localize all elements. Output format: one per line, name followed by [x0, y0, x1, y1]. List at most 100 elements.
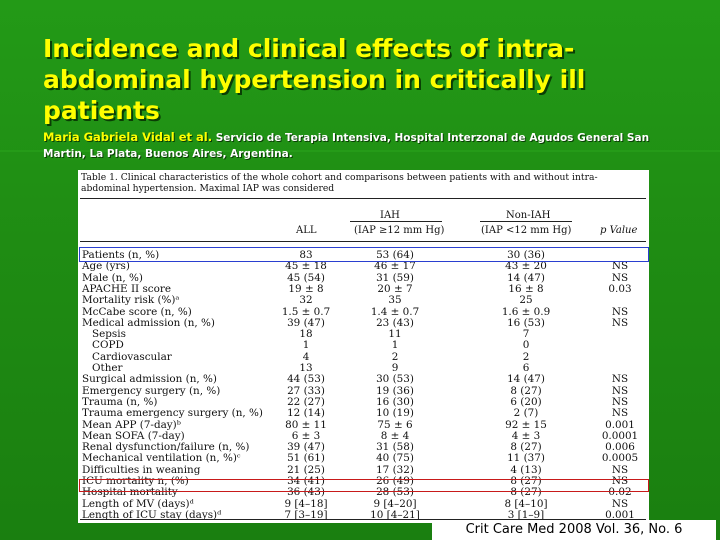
row-label: Trauma emergency surgery (n, %) [82, 407, 263, 420]
highlight-box-patients [79, 247, 649, 262]
cell-all: 12 (14) [287, 407, 325, 420]
table-caption: Table 1. Clinical characteristics of the… [81, 172, 598, 194]
cell-iah: 23 (43) [376, 316, 414, 329]
cell-p-value: NS [611, 463, 629, 476]
row-label: Length of MV (days)ᵈ [82, 497, 194, 510]
table-row: Sepsis 18 11 7 [78, 328, 649, 341]
table-row: Other 13 9 6 [78, 362, 649, 374]
cell-non-iah: 11 (37) [507, 452, 545, 465]
cell-all: 83 [299, 249, 313, 261]
table-rule-top [80, 198, 646, 199]
cell-p-value: 0.03 [608, 282, 632, 295]
row-label: Hospital mortality [82, 486, 178, 499]
cell-iah: 31 (59) [376, 271, 414, 284]
row-label: Cardiovascular [92, 350, 172, 363]
row-label: APACHE II score [82, 282, 171, 295]
cell-non-iah: 14 (47) [507, 373, 545, 386]
cell-non-iah: 8 [4–10] [504, 497, 548, 510]
cell-p-value: NS [611, 305, 629, 318]
row-label: Difficulties in weaning [82, 463, 201, 476]
cell-non-iah: 2 (7) [513, 407, 539, 420]
cell-non-iah: 4 ± 3 [511, 429, 541, 442]
table-row: Length of ICU stay (days)ᵈ 7 [3–19] 10 [4–… [78, 508, 649, 521]
cell-non-iah: 8 (27) [510, 475, 542, 487]
row-label: Mortality risk (%)ᵃ [82, 294, 180, 307]
cell-iah: 35 [388, 294, 402, 307]
cell-non-iah: 8 (27) [510, 486, 542, 499]
cell-non-iah: 4 (13) [510, 463, 542, 476]
cell-all: 18 [299, 328, 313, 341]
affiliation: Servicio de Terapia Intensiva, Hospital … [43, 132, 650, 160]
cell-iah: 75 ± 6 [377, 418, 413, 431]
cell-non-iah: 1.6 ± 0.9 [501, 305, 551, 318]
table-row: COPD 1 1 0 [78, 339, 649, 351]
row-label: Mean SOFA (7-day) [82, 429, 185, 442]
cell-non-iah: 16 ± 8 [508, 282, 544, 295]
table-row: ICU mortality n, (%) 34 (41) 26 (49) 8 (27)… [78, 475, 649, 487]
cell-iah: 16 (30) [376, 395, 414, 408]
row-label: Patients (n, %) [82, 249, 160, 261]
column-header-non-iah: (IAP <12 mm Hg) [481, 225, 572, 236]
cell-iah: 31 (58) [376, 441, 414, 454]
table-row: Mean SOFA (7-day) 6 ± 3 8 ± 4 4 ± 3 0.0001 [78, 429, 649, 442]
cell-iah: 9 [4–20] [373, 497, 417, 510]
table-row: Mean APP (7-day)ᵇ 80 ± 11 75 ± 6 92 ± 15 0.0… [78, 418, 649, 431]
table-row: Length of MV (days)ᵈ 9 [4–18] 9 [4–20] 8 [4… [78, 497, 649, 510]
cell-iah: 20 ± 7 [377, 282, 413, 295]
table-row: Renal dysfunction/failure (n, %) 39 (47) 3… [78, 441, 649, 454]
cell-p-value: 0.001 [605, 508, 635, 521]
cell-all: 51 (61) [287, 452, 325, 465]
authors: Maria Gabriela Vidal et al. [43, 130, 213, 144]
row-label: Length of ICU stay (days)ᵈ [82, 508, 222, 521]
cell-iah: 40 (75) [376, 452, 414, 465]
column-header-all: ALL [296, 225, 317, 236]
table-row: Mechanical ventilation (n, %)ᶜ 51 (61) 40 … [78, 452, 649, 465]
cell-all: 45 ± 18 [285, 260, 327, 273]
row-label: Age (yrs) [82, 260, 130, 273]
highlight-box-hospital-mortality [79, 479, 649, 492]
cell-iah: 1.4 ± 0.7 [370, 305, 420, 318]
cell-all: 32 [299, 294, 313, 307]
cell-p-value: 0.0005 [601, 452, 639, 465]
table-rule-bottom [80, 519, 646, 520]
cell-iah: 53 (64) [376, 249, 414, 261]
cell-non-iah: 14 (47) [507, 271, 545, 284]
cell-all: 39 (47) [287, 316, 325, 329]
row-label: Mechanical ventilation (n, %)ᶜ [82, 452, 241, 465]
slide-subtitle: Maria Gabriela Vidal et al. Servicio de … [43, 129, 683, 162]
cell-all: 34 (41) [287, 475, 325, 487]
cell-all: 27 (33) [287, 384, 325, 397]
cell-all: 44 (53) [287, 373, 325, 386]
cell-all: 19 ± 8 [288, 282, 324, 295]
column-header-p-value: p Value [600, 225, 638, 236]
cell-all: 80 ± 11 [285, 418, 327, 431]
table-row: Patients (n, %) 83 53 (64) 30 (36) [78, 249, 649, 261]
group-header-iah: IAH [380, 210, 400, 221]
cell-non-iah: 2 [522, 350, 530, 363]
table-row: Trauma emergency surgery (n, %) 12 (14) 10… [78, 407, 649, 420]
cell-p-value: 0.001 [605, 418, 635, 431]
cell-iah: 8 ± 4 [380, 429, 410, 442]
cell-all: 13 [299, 362, 313, 374]
slide-title: Incidence and clinical effects of intra-… [43, 34, 586, 125]
table-image: Table 1. Clinical characteristics of the… [78, 170, 649, 523]
citation-source: Crit Care Med 2008 Vol. 36, No. 6 [432, 520, 716, 540]
cell-all: 39 (47) [287, 441, 325, 454]
table-row: APACHE II score 19 ± 8 20 ± 7 16 ± 8 0.03 [78, 282, 649, 295]
cell-non-iah: 3 [1–9] [507, 508, 545, 521]
table-row: McCabe score (n, %) 1.5 ± 0.7 1.4 ± 0.7 1.6… [78, 305, 649, 318]
table-row: Surgical admission (n, %) 44 (53) 30 (53) 1… [78, 373, 649, 386]
table-row: Mortality risk (%)ᵃ 32 35 25 [78, 294, 649, 307]
table-row: Age (yrs) 45 ± 18 46 ± 17 43 ± 20 NS [78, 260, 649, 273]
cell-iah: 19 (36) [376, 384, 414, 397]
cell-iah: 46 ± 17 [374, 260, 416, 273]
group-header-rule-non-iah [480, 221, 572, 222]
row-label: ICU mortality n, (%) [82, 475, 189, 487]
row-label: Mean APP (7-day)ᵇ [82, 418, 181, 431]
row-label: Trauma (n, %) [82, 395, 158, 408]
cell-p-value: NS [611, 316, 629, 329]
cell-p-value: NS [611, 407, 629, 420]
cell-all: 1.5 ± 0.7 [281, 305, 331, 318]
cell-non-iah: 92 ± 15 [505, 418, 547, 431]
row-label: Other [92, 362, 123, 374]
